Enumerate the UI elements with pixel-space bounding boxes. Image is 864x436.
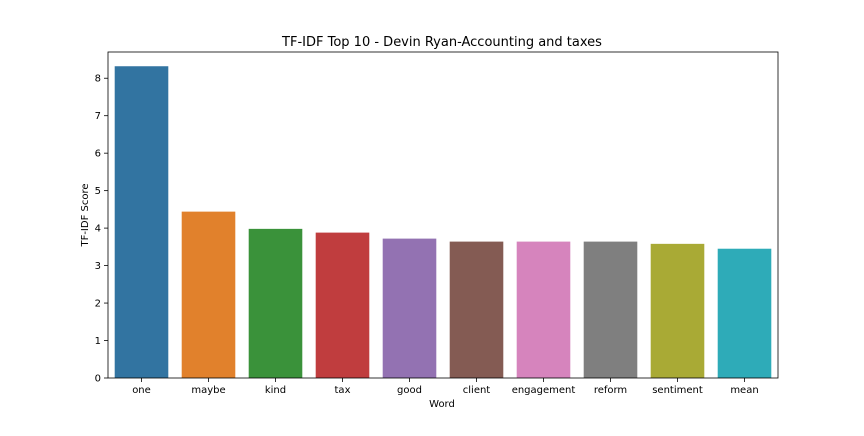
bar-one <box>114 66 169 379</box>
x-tick-label: tax <box>335 385 351 396</box>
y-tick-label: 4 <box>95 224 101 235</box>
y-axis: 0 1 2 3 4 5 6 7 8 <box>95 74 108 385</box>
y-tick-label: 6 <box>95 149 101 160</box>
x-tick-label: kind <box>265 385 286 396</box>
x-axis: one maybe kind tax good client engagement refor… <box>132 378 759 396</box>
x-tick-label: sentiment <box>652 385 703 396</box>
y-tick-label: 3 <box>95 261 101 272</box>
y-tick-label: 8 <box>95 74 101 85</box>
y-tick-label: 0 <box>95 374 101 385</box>
x-tick-label: maybe <box>191 385 225 396</box>
bar-good <box>382 238 437 378</box>
x-tick-label: reform <box>594 385 627 396</box>
bar-maybe <box>181 211 236 378</box>
bar-engagement <box>516 241 571 378</box>
chart-title: TF-IDF Top 10 - Devin Ryan-Accounting an… <box>281 35 602 50</box>
bar-sentiment <box>650 243 705 378</box>
x-axis-label: Word <box>429 399 455 410</box>
y-tick-label: 7 <box>95 111 101 122</box>
y-axis-label: TF-IDF Score <box>80 183 91 247</box>
x-tick-label: mean <box>730 385 758 396</box>
y-tick-label: 5 <box>95 186 101 197</box>
y-tick-label: 2 <box>95 299 101 310</box>
x-tick-label: client <box>463 385 491 396</box>
x-tick-label: engagement <box>512 385 576 396</box>
bar-tax <box>315 232 370 378</box>
x-tick-label: good <box>397 385 422 396</box>
bar-kind <box>248 228 303 378</box>
bar-reform <box>583 241 638 378</box>
bars-group <box>114 66 772 379</box>
bar-mean <box>717 248 772 378</box>
y-tick-label: 1 <box>95 336 101 347</box>
plot-frame <box>107 51 779 379</box>
bar-client <box>449 241 504 378</box>
x-tick-label: one <box>132 385 151 396</box>
